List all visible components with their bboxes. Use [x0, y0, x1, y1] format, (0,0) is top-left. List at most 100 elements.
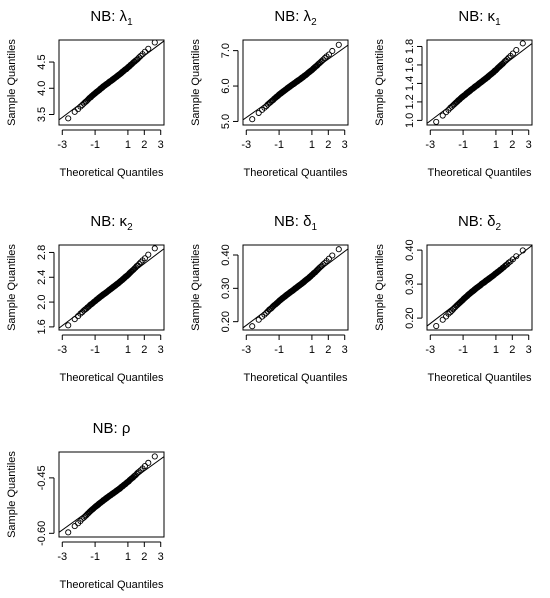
y-tick-label: 0.20 — [404, 307, 416, 328]
y-axis-title: Sample Quantiles — [6, 244, 18, 331]
qq-reference-line — [427, 245, 532, 327]
x-tick-label: -3 — [57, 344, 67, 356]
qq-point — [445, 310, 452, 317]
x-axis-title: Theoretical Quantiles — [244, 372, 348, 384]
x-tick-label: 1 — [309, 344, 315, 356]
qq-panel-7: NB: ρ -3 -1 1 2 3 -0.60 -0.45 Theoretical Quanti… — [6, 420, 165, 591]
x-tick-label: 1 — [125, 139, 131, 151]
x-tick-label: 2 — [141, 344, 147, 356]
qq-point — [505, 259, 512, 266]
plot-frame — [242, 244, 349, 331]
qq-point — [65, 529, 72, 536]
qq-point — [151, 40, 158, 46]
x-tick-label: -3 — [57, 139, 67, 151]
qq-point — [145, 45, 152, 52]
qq-point — [433, 118, 440, 125]
y-tick-label: 3.5 — [36, 107, 48, 122]
qq-points — [433, 40, 526, 125]
y-axis-title: Sample Quantiles — [6, 39, 18, 126]
qq-reference-line-group — [59, 456, 164, 533]
panel-title-main: NB: λ — [90, 8, 127, 25]
qq-point — [335, 246, 342, 253]
x-tick-label: -1 — [274, 344, 284, 356]
y-axis-title: Sample Quantiles — [374, 244, 386, 331]
qq-point — [141, 463, 148, 470]
panel-title-subscript: 1 — [495, 17, 501, 28]
panel-title-subscript: 1 — [311, 222, 317, 233]
qq-point — [505, 54, 512, 61]
panel-title-subscript: 1 — [127, 17, 133, 28]
x-tick-label: 1 — [493, 344, 499, 356]
x-tick-label: 2 — [509, 344, 515, 356]
panel-title-subscript: 2 — [495, 222, 501, 233]
qq-point — [255, 109, 262, 116]
plot-frame — [242, 39, 349, 126]
y-tick-label: 1.8 — [404, 39, 416, 54]
x-axis-title: Theoretical Quantiles — [428, 167, 532, 179]
qq-point — [151, 453, 158, 460]
plot-frame — [58, 39, 165, 126]
qq-reference-line-group — [59, 248, 164, 329]
panel-title: NB: κ1 — [458, 8, 501, 28]
qq-reference-line — [243, 44, 348, 121]
qq-point — [509, 50, 516, 57]
y-tick-label: 4.5 — [36, 54, 48, 69]
y-tick-label: 1.4 — [404, 76, 416, 91]
y-axis-title: Sample Quantiles — [374, 39, 386, 126]
y-tick-label: 0.40 — [220, 244, 232, 265]
x-tick-label: 1 — [125, 344, 131, 356]
qq-reference-line-group — [59, 40, 164, 121]
x-tick-label: 2 — [141, 551, 147, 563]
x-tick-label: -1 — [90, 139, 100, 151]
panel-title: NB: ρ — [93, 420, 131, 437]
qq-points — [249, 41, 342, 123]
qq-point — [136, 260, 143, 267]
qq-reference-line — [427, 43, 532, 124]
qq-points — [433, 247, 526, 330]
y-tick-label: 0.30 — [404, 273, 416, 294]
y-tick-label: 2.0 — [36, 294, 48, 309]
qq-point — [439, 316, 446, 323]
y-axis-title: Sample Quantiles — [6, 451, 18, 538]
qq-point — [329, 47, 336, 55]
qq-reference-line-group — [243, 44, 348, 121]
qq-points — [249, 246, 342, 330]
qq-reference-line — [59, 40, 164, 121]
plot-frame — [426, 244, 533, 331]
panel-title: NB: λ1 — [90, 8, 133, 28]
qq-point — [335, 41, 342, 48]
x-axis-title: Theoretical Quantiles — [60, 167, 164, 179]
qq-reference-line — [59, 456, 164, 533]
x-tick-label: -1 — [90, 344, 100, 356]
y-tick-label: 2.8 — [36, 245, 48, 260]
y-tick-label: 2.4 — [36, 270, 48, 285]
qq-point — [433, 323, 440, 330]
panel-title-main: NB: ρ — [93, 420, 131, 437]
y-tick-label: 1.6 — [404, 57, 416, 72]
y-tick-label: 0.40 — [404, 239, 416, 260]
x-tick-label: 1 — [493, 139, 499, 151]
x-tick-label: -1 — [274, 139, 284, 151]
x-tick-label: 3 — [158, 139, 164, 151]
x-tick-label: -3 — [241, 139, 251, 151]
qq-point — [439, 112, 446, 119]
qq-point — [137, 259, 144, 266]
qq-point — [513, 253, 520, 260]
x-tick-label: 2 — [141, 139, 147, 151]
plot-frame — [426, 39, 533, 126]
x-tick-label: 3 — [342, 344, 348, 356]
qq-point — [321, 55, 328, 62]
panel-title-main: NB: λ — [274, 8, 311, 25]
qq-point — [145, 459, 152, 466]
qq-point — [519, 40, 526, 47]
y-tick-label: 0.20 — [220, 311, 232, 332]
x-tick-label: 1 — [125, 551, 131, 563]
y-tick-label: 1.6 — [36, 319, 48, 334]
y-tick-label: 1.0 — [404, 113, 416, 128]
